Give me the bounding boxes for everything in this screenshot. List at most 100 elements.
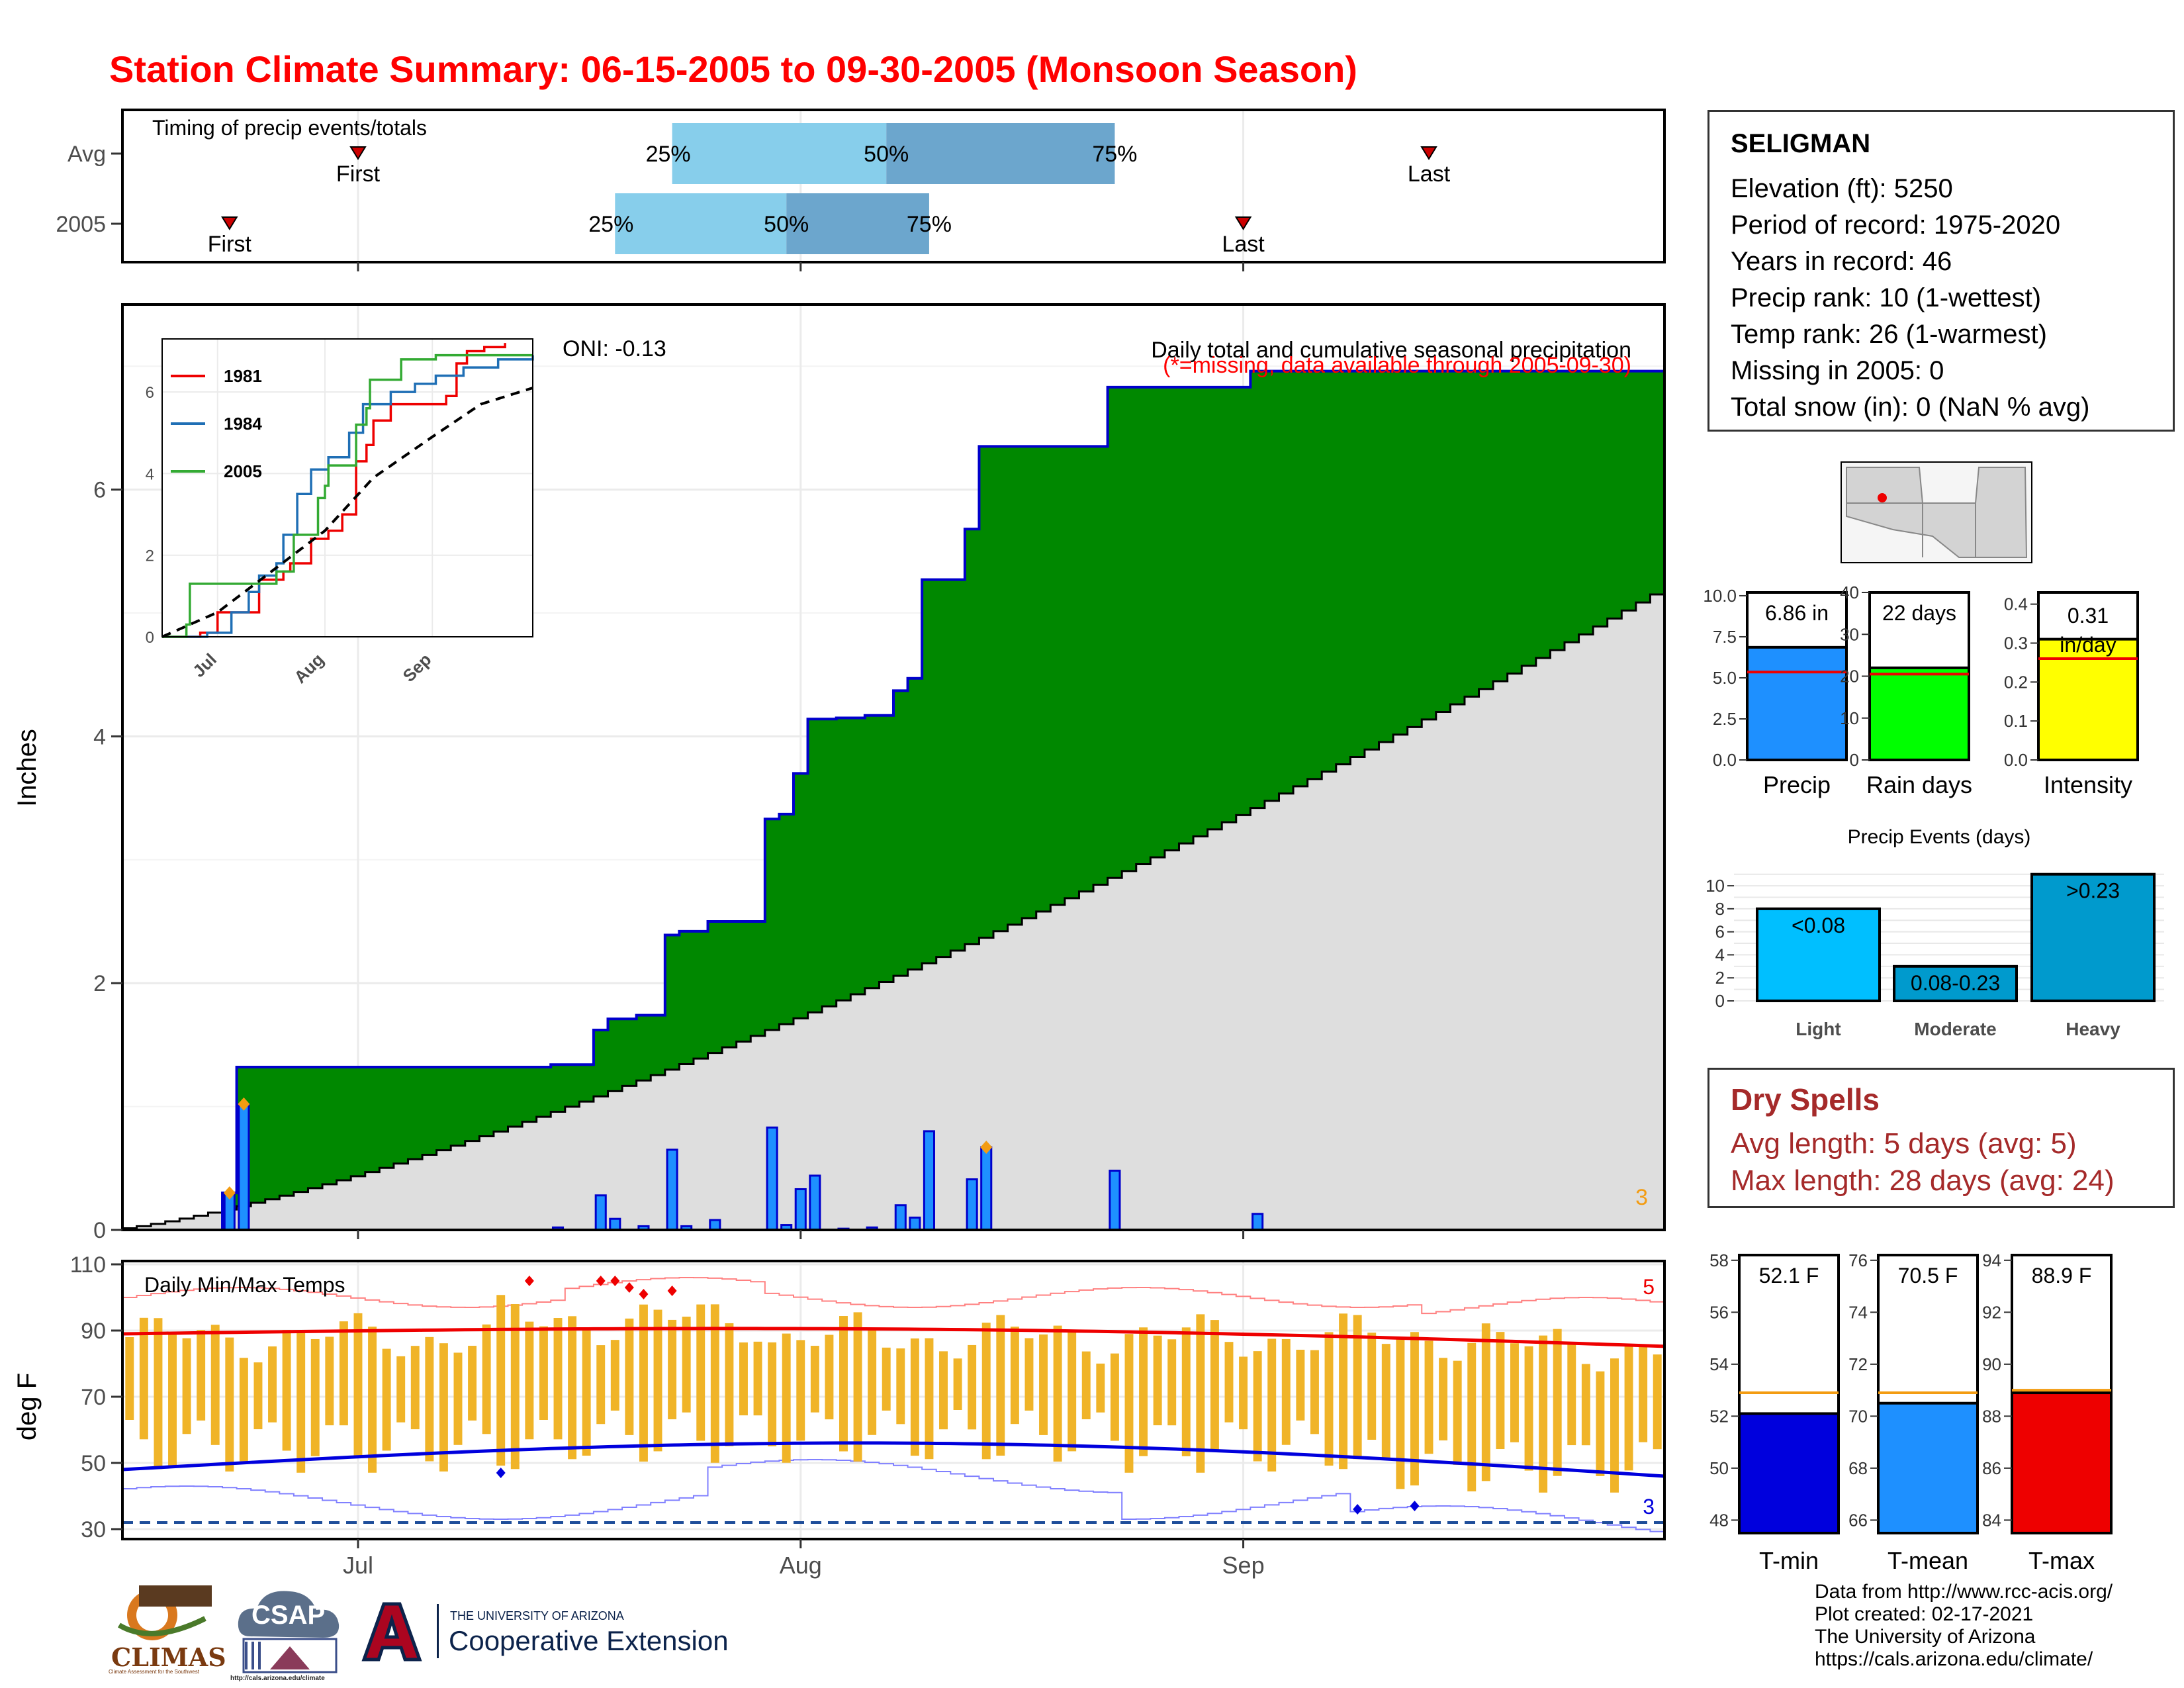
daily-precip-bar <box>594 1194 607 1231</box>
credit-line: The University of Arizona <box>1815 1626 2036 1648</box>
daily-temp-bar <box>868 1329 877 1435</box>
temp-summary-ytick-label: 56 <box>1709 1302 1729 1322</box>
temp-summary-value: 70.5 F <box>1898 1264 1958 1288</box>
daily-temp-bar <box>396 1356 406 1423</box>
precip-ytick-label: 4 <box>93 724 106 749</box>
daily-temp-bar <box>1610 1358 1619 1493</box>
dry-spells-title: Dry Spells <box>1731 1082 1880 1117</box>
avg-max-temp-line <box>122 1327 1665 1348</box>
daily-temp-bar <box>510 1304 520 1470</box>
daily-temp-bar <box>1353 1315 1362 1460</box>
events-ytick-label: 2 <box>1715 968 1725 988</box>
season-ytick-label: 30 <box>1840 624 1859 644</box>
station-location-dot <box>1878 493 1887 502</box>
season-label: Intensity <box>2044 771 2132 798</box>
daily-temp-bar <box>154 1318 163 1470</box>
daily-temp-bar <box>325 1336 334 1426</box>
daily-precip-bar <box>809 1174 821 1231</box>
daily-temp-bar <box>968 1344 977 1430</box>
precip-title: Daily total and cumulative seasonal prec… <box>1151 338 1631 363</box>
avg-min-temp-line <box>122 1441 1665 1478</box>
timing-label-last: Last <box>1222 232 1265 257</box>
daily-temp-bar <box>296 1330 306 1473</box>
timing-label-first: First <box>336 162 381 187</box>
season-bar-precip <box>1746 645 1848 761</box>
events-category-label: Light <box>1796 1019 1841 1039</box>
daily-precip-bar <box>1109 1170 1121 1231</box>
temp-summary-value: 52.1 F <box>1759 1264 1819 1288</box>
dry-spells-box: Dry Spells Avg length: 5 days (avg: 5) M… <box>1707 1068 2175 1208</box>
daily-temp-bar <box>1596 1371 1605 1476</box>
daily-temp-bar <box>853 1312 862 1462</box>
season-ytick-label: 7.5 <box>1713 627 1737 647</box>
credit-line: https://cals.arizona.edu/climate/ <box>1815 1648 2093 1670</box>
season-value-text: 6.86 in <box>1765 601 1829 625</box>
events-ytick-label: 8 <box>1715 899 1725 919</box>
station-missing: Missing in 2005: 0 <box>1731 356 1944 385</box>
temp-xtick-label: Jul <box>343 1552 373 1579</box>
events-bar-label: <0.08 <box>1792 914 1845 937</box>
daily-precip-bar <box>923 1130 935 1231</box>
temp-summary-value: 88.9 F <box>2032 1264 2092 1288</box>
daily-temp-bar <box>810 1346 819 1413</box>
record-high-marker <box>624 1282 634 1293</box>
station-info-box: SELIGMAN Elevation (ft): 5250 Period of … <box>1707 110 2175 432</box>
daily-temp-bar <box>910 1338 919 1456</box>
season-value-text: 22 days <box>1882 601 1956 625</box>
ua-top-text: THE UNIVERSITY OF ARIZONA <box>450 1609 624 1622</box>
timing-label-q50: 50% <box>764 212 809 237</box>
daily-temp-bar <box>1310 1350 1319 1434</box>
daily-temp-bar <box>368 1327 377 1473</box>
temp-summary-ytick-label: 76 <box>1848 1250 1868 1270</box>
timing-label-first: First <box>208 232 252 257</box>
station-temp-rank: Temp rank: 26 (1-warmest) <box>1731 320 2047 349</box>
record-marker <box>980 1141 993 1154</box>
station-snow: Total snow (in): 0 (NaN % avg) <box>1731 393 2090 422</box>
events-bar-label: 0.08-0.23 <box>1911 971 2000 995</box>
daily-precip-bar <box>1251 1213 1264 1231</box>
daily-temp-bar <box>1467 1342 1477 1491</box>
csap-logo: CSAP http://cals.arizona.edu/climate <box>230 1583 349 1683</box>
record-high-marker <box>639 1289 649 1299</box>
temp-summary-ytick-label: 92 <box>1982 1302 2001 1322</box>
temp-summary-label: T-max <box>2028 1547 2095 1574</box>
ua-a-mark <box>361 1602 422 1662</box>
temp-summary-bar-t-mean <box>1877 1401 1979 1534</box>
temp-ytick-label: 90 <box>81 1319 106 1344</box>
csap-wordmark: CSAP <box>251 1601 326 1630</box>
season-ytick-label: 0.4 <box>2004 594 2028 614</box>
temp-ylabel: deg F <box>13 1373 42 1440</box>
daily-temp-bar <box>353 1313 363 1456</box>
events-ytick-label: 0 <box>1715 991 1725 1011</box>
credit-line: Plot created: 02-17-2021 <box>1815 1603 2034 1625</box>
temp-summary-ytick-label: 50 <box>1709 1458 1729 1478</box>
record-high-marker <box>524 1276 534 1286</box>
record-marker <box>238 1097 250 1111</box>
daily-temp-bar <box>1324 1332 1334 1466</box>
daily-temp-bar <box>1124 1334 1134 1473</box>
temp-summary-ytick-label: 68 <box>1848 1458 1868 1478</box>
daily-temp-bar <box>1510 1343 1519 1442</box>
season-ytick-label: 10.0 <box>1703 586 1737 606</box>
timing-label-q75: 75% <box>907 212 952 237</box>
cumulative-precip-line <box>122 369 1664 1231</box>
daily-temp-bar <box>1081 1351 1091 1420</box>
daily-temp-bar <box>225 1337 234 1472</box>
daily-temp-bar <box>1639 1346 1648 1442</box>
inset-series-2005 <box>162 353 533 638</box>
daily-temp-bar <box>939 1351 948 1430</box>
daily-temp-bar <box>1224 1342 1234 1423</box>
daily-temp-bar <box>1539 1335 1548 1493</box>
record-high-marker <box>667 1286 677 1296</box>
daily-temp-bar <box>425 1336 434 1462</box>
daily-temp-bar <box>1196 1314 1205 1473</box>
timing-bar-q50-q75 <box>886 123 1115 184</box>
timing-panel-border <box>121 109 1666 263</box>
daily-temp-bar <box>197 1330 206 1421</box>
events-bar-label: >0.23 <box>2066 879 2120 903</box>
daily-temp-bar <box>668 1319 677 1420</box>
temp-summary-ytick-label: 58 <box>1709 1250 1729 1270</box>
timing-marker-first <box>349 146 367 160</box>
daily-precip-bar <box>609 1217 621 1231</box>
daily-temp-bar <box>439 1343 448 1472</box>
